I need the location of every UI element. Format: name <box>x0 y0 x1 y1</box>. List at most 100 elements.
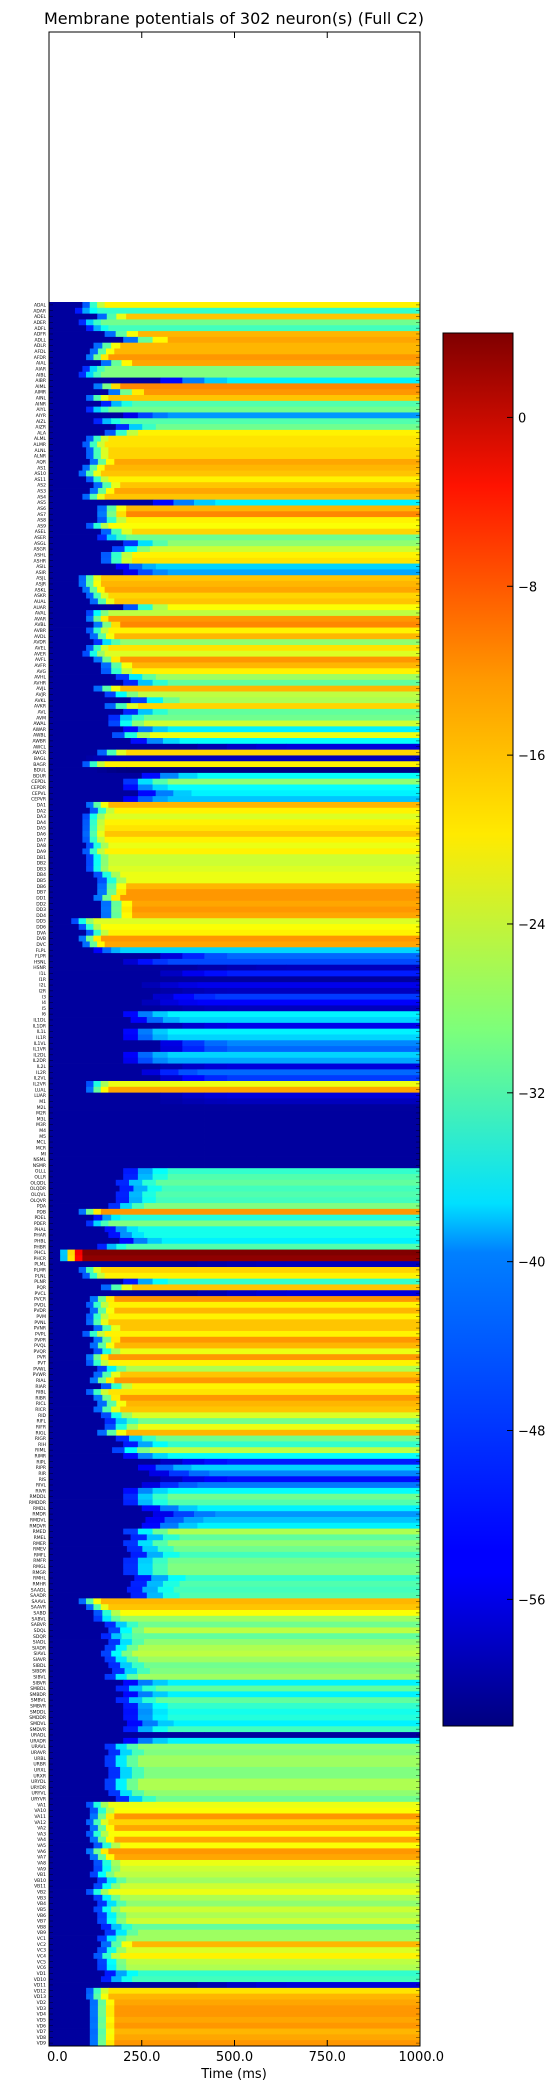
heatmap-cell <box>256 1115 421 1123</box>
row-label: VD12 <box>34 1988 46 1994</box>
heatmap-cell <box>114 1807 421 1814</box>
row-label: DD4 <box>36 913 46 919</box>
heatmap-cell <box>93 842 102 849</box>
heatmap-row <box>49 1046 421 1053</box>
heatmap-cell <box>49 1005 161 1012</box>
heatmap-cell <box>137 1679 153 1686</box>
heatmap-cell <box>102 1883 112 1890</box>
row-label: URXL <box>34 1767 47 1773</box>
heatmap-cell <box>49 1668 113 1675</box>
heatmap-cell <box>86 924 94 931</box>
heatmap-cell <box>126 1656 139 1663</box>
heatmap-cell <box>86 1801 94 1809</box>
heatmap-cell <box>179 697 421 704</box>
heatmap-cell <box>204 953 228 960</box>
heatmap-cell <box>126 877 421 884</box>
heatmap-row <box>49 865 421 873</box>
row-label: IL1DR <box>33 1023 46 1029</box>
heatmap-cell <box>114 1377 421 1384</box>
heatmap-cell <box>49 1889 87 1896</box>
heatmap-cell <box>116 1958 127 1966</box>
row-label: VA6 <box>37 1849 46 1855</box>
row-label: ASJL <box>36 576 46 582</box>
heatmap-cell <box>100 406 109 413</box>
heatmap-cell <box>120 1639 133 1646</box>
heatmap-cell <box>49 1871 91 1878</box>
heatmap-cell <box>78 581 87 588</box>
heatmap-cell <box>182 953 205 960</box>
heatmap-cell <box>106 1429 117 1436</box>
heatmap-cell <box>160 1458 183 1466</box>
row-label: AWAR <box>33 727 46 733</box>
row-label: IL1DL <box>33 1018 46 1024</box>
heatmap-cell <box>111 947 121 954</box>
heatmap-cell <box>121 528 133 535</box>
heatmap-cell <box>111 1610 121 1617</box>
heatmap-cell <box>132 668 421 675</box>
heatmap-cell <box>97 825 106 832</box>
heatmap-row <box>49 1203 421 1210</box>
heatmap-cell <box>49 1621 106 1628</box>
heatmap-cell <box>114 1307 421 1314</box>
heatmap-cell <box>120 656 421 663</box>
row-label: SIBDR <box>32 1669 46 1675</box>
heatmap-row <box>49 499 421 506</box>
heatmap-cell <box>86 1313 94 1320</box>
heatmap-cell <box>100 1650 112 1657</box>
heatmap-cell <box>49 418 94 425</box>
heatmap-cell <box>108 1801 421 1809</box>
heatmap-cell <box>82 365 91 373</box>
heatmap-cell <box>197 1505 421 1512</box>
row-label: RIBR <box>35 1395 46 1401</box>
heatmap-cell <box>160 1098 183 1105</box>
heatmap-cell <box>89 302 98 309</box>
row-label: URAVR <box>31 1750 46 1756</box>
heatmap-cell <box>100 860 109 867</box>
row-label: DA6 <box>37 832 46 838</box>
heatmap-cell <box>111 906 122 913</box>
heatmap-cell <box>227 1075 421 1082</box>
heatmap-cell <box>49 551 102 559</box>
heatmap-cell <box>152 1174 169 1181</box>
heatmap-row <box>49 2022 421 2029</box>
heatmap-row <box>49 650 421 658</box>
row-label: RIGR <box>35 1436 46 1442</box>
heatmap-cell <box>49 1929 106 1936</box>
heatmap-cell <box>49 1017 132 1024</box>
heatmap-cell <box>286 964 421 971</box>
row-label: PHAR <box>34 1233 46 1239</box>
heatmap-cell <box>137 708 153 716</box>
heatmap-cell <box>152 1691 169 1698</box>
heatmap-row <box>49 563 421 570</box>
heatmap-cell <box>152 499 174 506</box>
heatmap-cell <box>155 1796 421 1803</box>
heatmap-row <box>49 476 421 483</box>
heatmap-cell <box>108 1993 421 2000</box>
heatmap-cell <box>142 563 157 570</box>
heatmap-cell <box>86 354 94 361</box>
heatmap-cell <box>49 371 80 378</box>
heatmap-cell <box>49 2028 91 2035</box>
heatmap-cell <box>167 708 421 716</box>
heatmap-cell <box>93 639 103 646</box>
heatmap-cell <box>49 307 76 315</box>
heatmap-cell <box>105 1836 115 1843</box>
heatmap-cell <box>152 1057 169 1064</box>
heatmap-cell <box>97 836 106 844</box>
heatmap-cell <box>105 2022 115 2029</box>
heatmap-cell <box>106 505 117 512</box>
heatmap-cell <box>49 1034 124 1041</box>
row-label: AVKR <box>34 704 46 710</box>
y-tick-marks <box>49 304 420 2044</box>
heatmap-cell <box>137 540 153 547</box>
heatmap-cell <box>89 586 98 594</box>
heatmap-row <box>49 1679 421 1686</box>
heatmap-cell <box>137 604 153 611</box>
heatmap-cell <box>182 1005 205 1012</box>
heatmap-cell <box>49 1243 98 1250</box>
row-label: AINR <box>35 401 46 407</box>
heatmap-row <box>49 1348 421 1355</box>
row-label: AIML <box>35 384 46 390</box>
heatmap-cell <box>49 1156 180 1163</box>
